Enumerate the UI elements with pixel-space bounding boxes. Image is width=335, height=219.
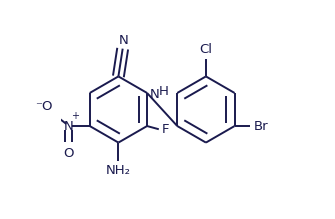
- Text: Cl: Cl: [199, 43, 212, 56]
- Text: NH₂: NH₂: [106, 164, 131, 177]
- Text: H: H: [158, 85, 168, 98]
- Text: O: O: [63, 147, 74, 160]
- Text: N: N: [150, 88, 159, 101]
- Text: N: N: [119, 34, 129, 47]
- Text: F: F: [162, 123, 170, 136]
- Text: +: +: [71, 111, 79, 121]
- Text: N: N: [64, 120, 73, 132]
- Text: ⁻O: ⁻O: [35, 100, 52, 113]
- Text: Br: Br: [254, 120, 268, 132]
